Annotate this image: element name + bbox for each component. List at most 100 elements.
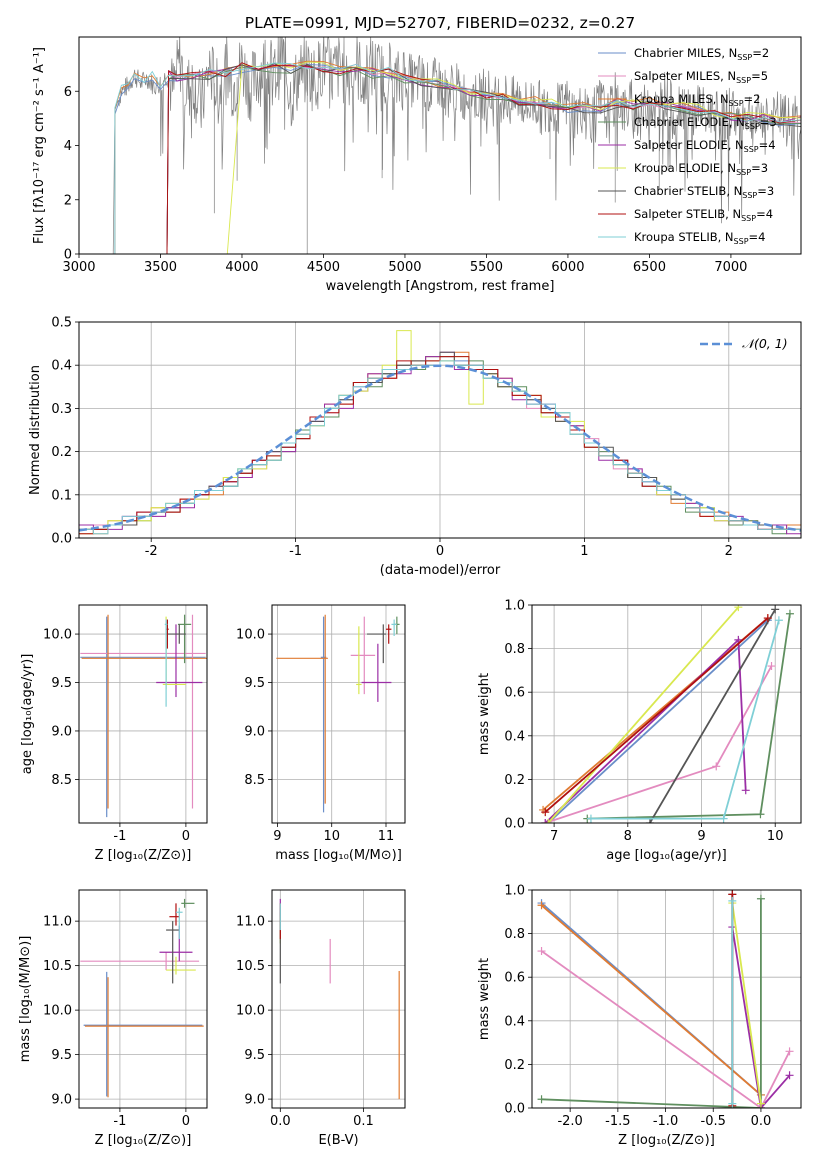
axes-frame [78, 321, 802, 539]
y-axis-label: Flux [fλ10⁻¹⁷ erg cm⁻² s⁻¹ A⁻¹] [32, 47, 47, 244]
y-tick-label: 0.0 [504, 817, 525, 832]
weight-line-chabrier-elodie [541, 898, 762, 1108]
errorbar-point [166, 624, 186, 644]
y-tick-label: 2 [64, 193, 72, 208]
axes-frame [78, 36, 802, 255]
legend-entry: Kroupa MILES, NSSP=2 [634, 92, 760, 108]
errorbar-point [166, 921, 180, 984]
plot-area-spectrum [112, 37, 801, 254]
weight-marker [785, 1047, 794, 1056]
errorbar-point [361, 643, 392, 702]
y-axis-label: mass [log₁₀(M/M⊙)] [18, 936, 33, 1063]
legend-subscript: SSP [744, 145, 759, 154]
y-tick-label: 1.0 [504, 599, 525, 614]
y-tick-label: 9.5 [51, 1048, 72, 1063]
y-tick-label: 10.5 [236, 959, 265, 974]
y-tick-label: 9.0 [51, 724, 72, 739]
legend-entry: Salpeter STELIB, NSSP=4 [634, 207, 773, 223]
y-tick-label: 10.5 [43, 959, 72, 974]
x-tick-label: 6000 [551, 260, 584, 275]
x-axis-label: mass [log₁₀(M/M⊙)] [275, 848, 402, 863]
x-tick-label: -2.0 [557, 1114, 582, 1129]
y-tick-label: 0.0 [504, 1102, 525, 1117]
panel-age_vs_mass: 9 10 11 8.5 9.0 9.5 10.0 mass [log₁₀(M/M⊙)] [236, 604, 406, 863]
x-axis-label: age [log₁₀(age/yr)] [606, 848, 727, 863]
y-tick-label: 9.5 [244, 1048, 265, 1063]
weight-marker [771, 605, 780, 614]
x-tick-label: 8 [624, 829, 632, 844]
legend-entry: Salpeter ELODIE, NSSP=4 [634, 138, 776, 154]
legend-entry: Kroupa STELIB, NSSP=4 [634, 230, 765, 246]
y-tick-label: 0.2 [51, 445, 72, 460]
weight-marker [756, 894, 765, 903]
weight-marker [734, 605, 743, 612]
weight-marker [734, 635, 743, 644]
x-tick-label: 5000 [388, 260, 421, 275]
panel-mass_vs_Z: -1 0 9.0 9.5 10.0 10.5 11.0 Z [log₁₀(Z/Z⊙)] mass… [18, 889, 208, 1148]
weight-line-chabrier-miles [547, 619, 769, 823]
x-axis-label: Z [log₁₀(Z/Z⊙)] [95, 848, 192, 863]
legend-subscript: SSP [741, 214, 756, 223]
errorbar-point [391, 619, 397, 637]
axes-frame [78, 604, 208, 824]
weight-marker [537, 947, 546, 956]
y-tick-label: 9.5 [51, 676, 72, 691]
x-tick-label: 0.0 [270, 1114, 291, 1129]
y-tick-label: 9.0 [51, 1093, 72, 1108]
x-tick-label: -2 [145, 544, 158, 559]
y-tick-label: 9.0 [244, 724, 265, 739]
errorbar-point [80, 616, 206, 818]
legend-count: =2 [744, 92, 761, 106]
plot-area-age_vs_Z [79, 605, 207, 823]
weight-line-chabrier-stelib [649, 608, 776, 823]
legend-count: =3 [751, 161, 768, 175]
weight-marker [785, 1071, 794, 1080]
weight-line-kroupa-elodie [547, 606, 740, 823]
weight-marker [763, 614, 772, 623]
x-tick-label: 9 [273, 829, 281, 844]
weight-marker [785, 609, 794, 618]
legend-entry: 𝒩(0, 1) [742, 336, 788, 351]
model-line-kroupa-elodie [226, 61, 801, 254]
weight-marker [541, 808, 550, 817]
figure-title: PLATE=0991, MJD=52707, FIBERID=0232, z=0… [245, 14, 635, 32]
errorbar-point [394, 616, 400, 635]
errorbar-point [84, 977, 204, 1098]
x-tick-label: 0.1 [353, 1114, 374, 1129]
x-tick-label: 1 [580, 544, 588, 559]
weight-marker [712, 762, 721, 771]
panel-weight_vs_Z: -2.0 -1.5 -1.0 -0.5 0.0 0.0 0.2 0.4 0.6 0.8 1.0 Z [… [477, 884, 802, 1148]
y-tick-label: 9.0 [244, 1093, 265, 1108]
y-tick-label: 10.0 [43, 1004, 72, 1019]
y-tick-label: 11.0 [236, 915, 265, 930]
x-tick-label: 10 [767, 829, 784, 844]
legend-entry: Salpeter MILES, NSSP=5 [634, 69, 768, 85]
weight-marker [541, 819, 550, 823]
legend-count: =5 [751, 69, 768, 83]
weight-marker [537, 1095, 546, 1104]
x-tick-label: -1 [113, 1114, 126, 1129]
plot-area-weight_vs_Z [532, 890, 801, 1108]
x-axis-label: Z [log₁₀(Z/Z⊙)] [95, 1133, 192, 1148]
legend-count: =3 [760, 115, 777, 129]
x-axis-label: Z [log₁₀(Z/Z⊙)] [618, 1133, 715, 1148]
panel-mass_vs_EBV: 0.0 0.1 9.0 9.5 10.0 10.5 11.0 E(B-V) [236, 889, 406, 1148]
x-tick-label: 4000 [225, 260, 258, 275]
weight-line-salpeter-elodie [731, 926, 791, 1108]
weight-line-kroupa-elodie [731, 902, 762, 1104]
x-tick-label: 0.0 [751, 1114, 772, 1129]
plot-area-weight_vs_age [532, 605, 801, 823]
errorbar-point [164, 619, 168, 707]
y-axis-label: age [log₁₀(age/yr)] [20, 654, 35, 775]
y-tick-label: 0.8 [504, 927, 525, 942]
errorbar-point [81, 614, 207, 809]
x-axis-label: E(B-V) [318, 1133, 358, 1148]
panel-weight_vs_age: 7 8 9 10 0.0 0.2 0.4 0.6 0.8 1.0 age [log₁₀(age/yr… [477, 599, 802, 863]
y-tick-label: 0.4 [504, 729, 525, 744]
x-axis-label: (data-model)/error [380, 563, 501, 578]
x-tick-label: 7 [550, 829, 558, 844]
y-tick-label: 0 [64, 248, 72, 263]
x-tick-label: 7000 [714, 260, 747, 275]
legend-count: =4 [756, 207, 773, 221]
